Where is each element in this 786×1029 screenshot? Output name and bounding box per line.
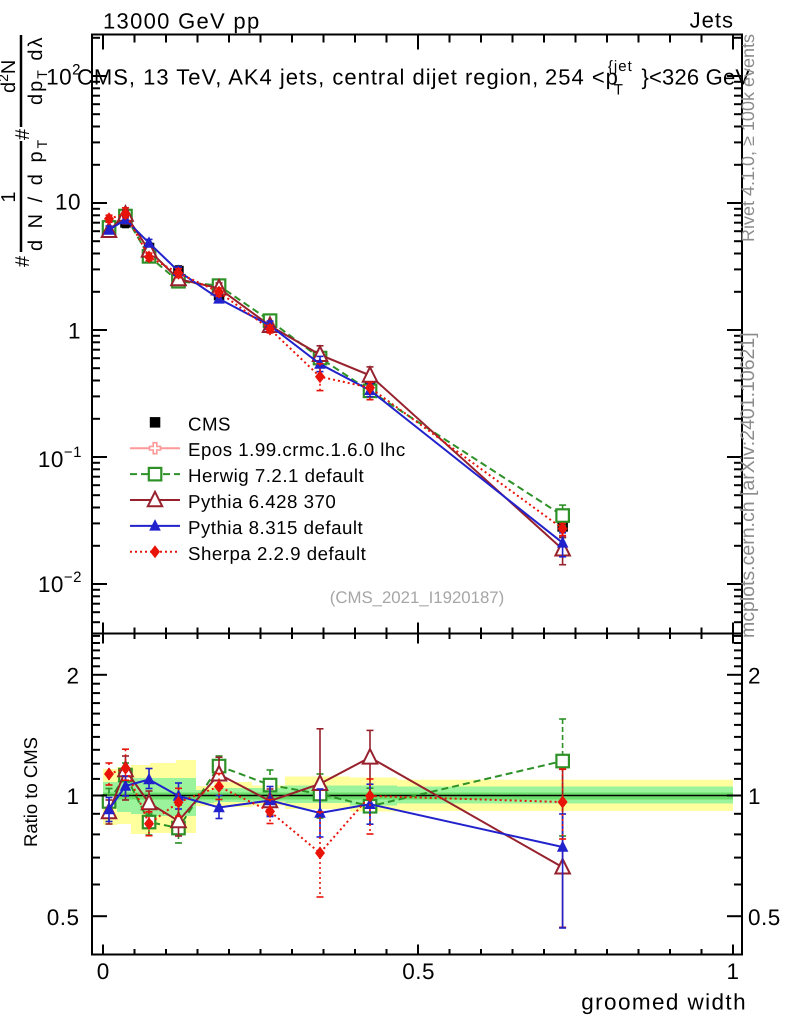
svg-text:10: 10: [55, 190, 81, 215]
svg-text:Ratio to CMS: Ratio to CMS: [20, 737, 41, 847]
svg-text:#: #: [12, 255, 34, 267]
svg-text:mcplots.cern.ch [arXiv:2401.10: mcplots.cern.ch [arXiv:2401.10621]: [737, 332, 759, 638]
svg-text:1: 1: [748, 784, 761, 809]
svg-text:Epos 1.99.crmc.1.6.0 lhc: Epos 1.99.crmc.1.6.0 lhc: [188, 439, 406, 460]
svg-text:Sherpa 2.2.9 default: Sherpa 2.2.9 default: [188, 543, 367, 564]
svg-text:2: 2: [66, 664, 79, 689]
svg-text:Jets: Jets: [690, 8, 734, 33]
svg-text:13000 GeV pp: 13000 GeV pp: [103, 9, 261, 34]
svg-text:Pythia 8.315 default: Pythia 8.315 default: [188, 517, 364, 538]
svg-text:1: 1: [66, 784, 79, 809]
svg-text:0: 0: [97, 959, 110, 984]
svg-text:0.5: 0.5: [402, 959, 435, 984]
svg-text:Pythia 6.428 370: Pythia 6.428 370: [188, 491, 336, 512]
svg-text:CMS, 13 TeV, AK4 jets, central: CMS, 13 TeV, AK4 jets, central dijet reg…: [77, 65, 539, 90]
svg-text:groomed width: groomed width: [581, 990, 747, 1015]
svg-text:CMS: CMS: [188, 413, 231, 434]
svg-text:d N / d pT: d N / d pT: [25, 137, 50, 251]
svg-text:1: 1: [68, 319, 81, 344]
svg-text:1: 1: [727, 959, 740, 984]
svg-text:Rivet 4.1.0, ≥ 100k events: Rivet 4.1.0, ≥ 100k events: [738, 34, 758, 242]
svg-text:1: 1: [0, 191, 20, 202]
svg-text:10−1: 10−1: [38, 444, 82, 472]
svg-text:d2N: d2N: [0, 60, 20, 93]
svg-text:#: #: [12, 128, 34, 140]
svg-text:Herwig 7.2.1 default: Herwig 7.2.1 default: [188, 465, 365, 486]
svg-text:2: 2: [748, 664, 761, 689]
svg-text:(CMS_2021_I1920187): (CMS_2021_I1920187): [330, 588, 504, 607]
svg-text:0.5: 0.5: [47, 905, 80, 930]
svg-text:0.5: 0.5: [748, 905, 781, 930]
